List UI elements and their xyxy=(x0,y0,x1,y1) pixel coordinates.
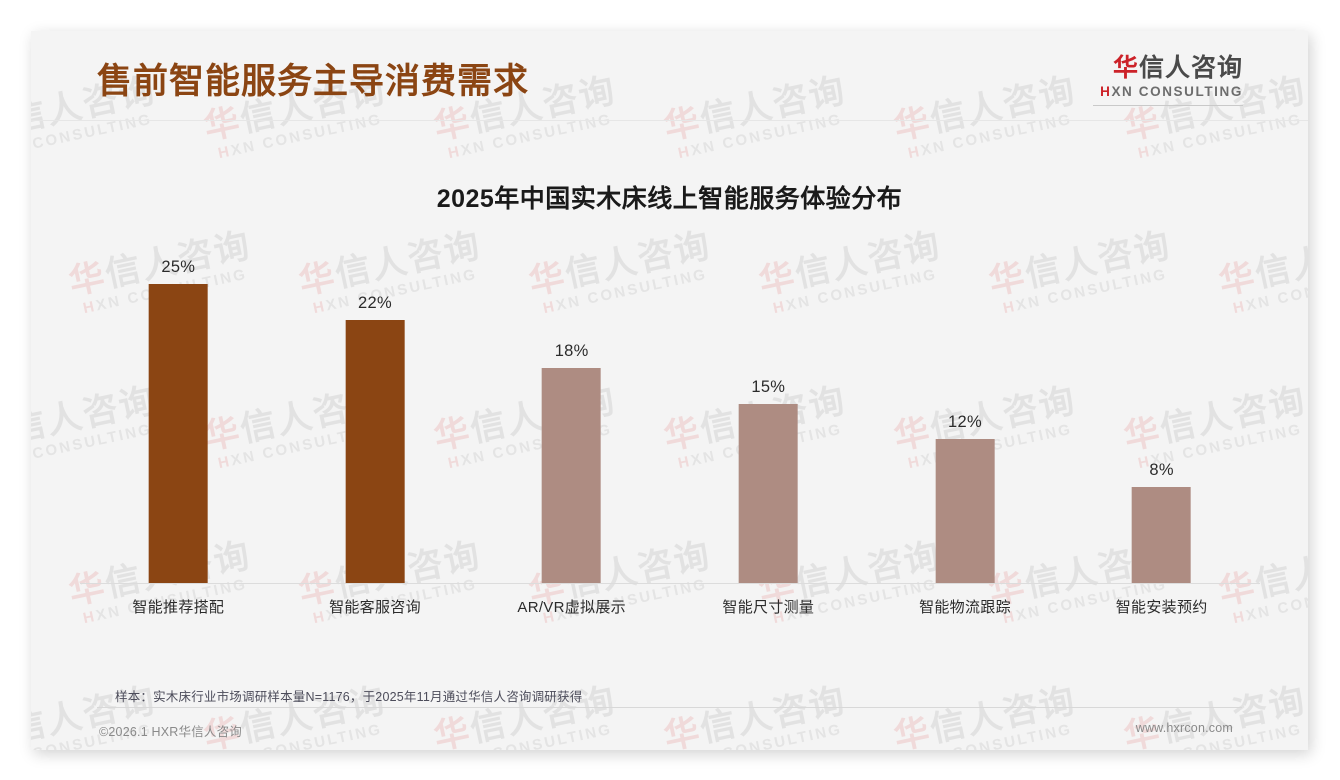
bar-group: 18% AR/VR虚拟展示 xyxy=(473,231,670,616)
brand-logo: 华信人咨询 HXN CONSULTING xyxy=(1093,55,1243,107)
bar-category-label: 智能推荐搭配 xyxy=(132,599,225,616)
sample-note: 样本：实木床行业市场调研样本量N=1176，于2025年11月通过华信人咨询调研… xyxy=(115,690,583,704)
bar-rect[interactable] xyxy=(345,319,405,583)
website-text: www.hxrcon.com xyxy=(1135,721,1233,735)
bar-value-label: 22% xyxy=(358,293,392,312)
copyright-text: ©2026.1 HXR华信人咨询 xyxy=(99,725,243,739)
bar-group: 12% 智能物流跟踪 xyxy=(867,231,1064,616)
bar-group: 8% 智能安装预约 xyxy=(1063,231,1260,616)
logo-cn-rest: 信人咨询 xyxy=(1138,54,1243,82)
bar-rect[interactable] xyxy=(935,439,995,583)
logo-en-rest: XN CONSULTING xyxy=(1111,84,1243,100)
bar-group: 22% 智能客服咨询 xyxy=(277,231,474,616)
bar-group: 25% 智能推荐搭配 xyxy=(80,231,277,616)
header-divider xyxy=(31,120,1308,121)
x-axis-line xyxy=(80,583,1260,584)
bar-chart-plot: 25% 智能推荐搭配 22% 智能客服咨询 18% AR/VR虚拟展示 15% 智能尺寸测量 1… xyxy=(80,231,1260,616)
logo-cn-red-char: 华 xyxy=(1112,54,1139,82)
bar-value-label: 12% xyxy=(948,413,982,432)
bar-group: 15% 智能尺寸测量 xyxy=(670,231,867,616)
bar-rect[interactable] xyxy=(1132,487,1192,583)
logo-underline xyxy=(1093,105,1243,107)
slide-header: 售前智能服务主导消费需求 华信人咨询 HXN CONSULTING xyxy=(31,31,1308,121)
bar-category-label: 智能物流跟踪 xyxy=(919,599,1011,616)
bar-rect[interactable] xyxy=(148,283,208,583)
logo-english-text: HXN CONSULTING xyxy=(1093,84,1243,99)
bar-category-label: AR/VR虚拟展示 xyxy=(517,599,626,616)
bar-value-label: 15% xyxy=(751,377,786,396)
slide-card: 华信人咨询 HXN CONSULTING 华信人咨询 HXN CONSULTING华信… xyxy=(31,31,1308,750)
logo-chinese-text: 华信人咨询 xyxy=(1093,55,1243,81)
bar-category-label: 智能尺寸测量 xyxy=(722,599,815,616)
bar-rect[interactable] xyxy=(738,403,798,583)
bar-value-label: 18% xyxy=(554,341,589,360)
footer-divider xyxy=(97,707,1242,708)
bar-value-label: 25% xyxy=(161,257,196,276)
page-title: 售前智能服务主导消费需求 xyxy=(97,62,530,101)
chart-area: 2025年中国实木床线上智能服务体验分布 25% 智能推荐搭配 22% 智能客服咨询 1… xyxy=(31,121,1308,701)
slide-footer: ©2026.1 HXR华信人咨询 www.hxrcon.com xyxy=(31,714,1308,750)
bar-value-label: 8% xyxy=(1149,461,1174,480)
bar-category-label: 智能安装预约 xyxy=(1115,599,1208,616)
bar-category-label: 智能客服咨询 xyxy=(329,599,421,616)
logo-en-red-char: H xyxy=(1100,84,1112,100)
bar-rect[interactable] xyxy=(542,367,602,583)
chart-title: 2025年中国实木床线上智能服务体验分布 xyxy=(436,185,903,213)
